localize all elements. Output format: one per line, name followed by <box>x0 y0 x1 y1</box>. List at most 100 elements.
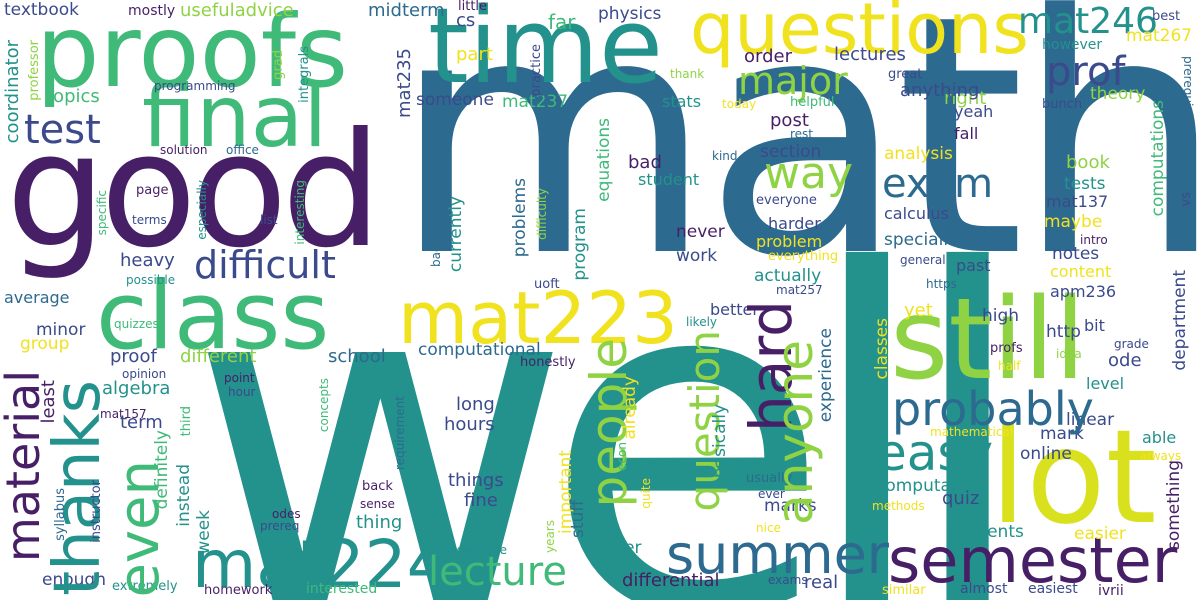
word-today: today <box>722 97 757 111</box>
word-well: well <box>188 173 1033 600</box>
word-easiest: easiest <box>1028 581 1078 597</box>
word-integrals: integrals <box>297 46 312 103</box>
word-kind: kind <box>712 149 738 163</box>
word-concepts: concepts <box>317 378 331 433</box>
word-specialist: specialist <box>884 230 964 250</box>
word-part: part <box>456 44 493 65</box>
word-mostly: mostly <box>128 3 176 19</box>
word-grad: grad <box>271 50 286 80</box>
word-especially: especially <box>195 180 209 240</box>
word-usually: usually <box>746 471 793 486</box>
word-level: level <box>1086 374 1125 393</box>
word-equations: equations <box>594 118 614 202</box>
word-ever: ever <box>758 487 785 501</box>
word-time: time <box>428 0 663 107</box>
word-professor: professor <box>27 40 42 101</box>
word-physics: physics <box>598 4 662 24</box>
word-http: http <box>1046 322 1081 342</box>
word-possible: possible <box>126 273 176 287</box>
word-homework: homework <box>204 583 273 598</box>
word-least: least <box>38 380 59 424</box>
word-anything: anything <box>900 80 980 101</box>
word-sense: sense <box>360 497 395 511</box>
word-computation: computation <box>876 476 984 496</box>
word-hour: hour <box>228 385 256 399</box>
word-best: best <box>1152 9 1181 24</box>
word-page: page <box>136 183 169 198</box>
word-better: better <box>710 300 759 319</box>
word-mat137: mat137 <box>1046 192 1109 211</box>
word-long: long <box>456 394 495 415</box>
word-mat235: mat235 <box>394 48 415 118</box>
word-yet: yet <box>904 300 933 321</box>
word-mark: mark <box>1040 424 1084 444</box>
word-fine: fine <box>464 490 498 511</box>
word-students: students <box>950 522 1024 542</box>
word-far: far <box>548 10 576 34</box>
word-interested: interested <box>306 581 378 597</box>
word-methods: methods <box>872 499 925 513</box>
word-definitely: definitely <box>152 430 172 510</box>
word-lot: lot <box>990 401 1157 553</box>
word-great: great <box>888 67 923 82</box>
word-lectures: lectures <box>834 44 906 65</box>
word-already: already <box>620 376 640 440</box>
word-yeah: yeah <box>954 102 994 121</box>
word-prereq: prereq <box>260 519 300 533</box>
word-extremely: extremely <box>112 579 178 594</box>
word-problem: problem <box>756 232 823 251</box>
word-semester: semester <box>888 524 1178 597</box>
word-thing: thing <box>356 512 403 533</box>
word-https: https <box>926 277 957 291</box>
word-solution: solution <box>160 143 208 157</box>
word-hours: hours <box>444 414 495 435</box>
word-specific: specific <box>95 190 109 236</box>
word-classes: classes <box>872 318 892 380</box>
word-questions: questions <box>690 0 1029 70</box>
word-algebra: algebra <box>102 378 171 399</box>
word-different: different <box>180 346 257 367</box>
word-back: back <box>362 479 393 494</box>
word-mathematical: mathematical <box>930 425 1014 439</box>
word-never: never <box>676 222 725 242</box>
word-anyone: anyone <box>766 340 824 525</box>
word-instead: instead <box>174 464 194 527</box>
word-exam: exam <box>882 161 994 207</box>
word-prof: prof <box>1046 49 1126 95</box>
word-maybe: maybe <box>1044 212 1103 232</box>
word-enough: enough <box>42 570 106 590</box>
word-final: final <box>142 67 328 167</box>
word-nice: nice <box>756 521 781 535</box>
word-midterm: midterm <box>368 0 445 21</box>
word-right: right <box>944 88 987 109</box>
word-lecture: lecture <box>428 549 567 595</box>
word-good: good <box>6 99 382 283</box>
word-content: content <box>1050 262 1112 281</box>
word-proof: proof <box>110 346 157 367</box>
word-thank: thank <box>670 67 705 81</box>
word-week: week <box>194 510 214 555</box>
word-helpful: helpful <box>790 95 835 110</box>
word-online: online <box>1020 444 1072 464</box>
word-term: term <box>120 412 163 433</box>
word-almost: almost <box>960 581 1008 597</box>
word-real: real <box>804 572 839 593</box>
word-currently: currently <box>446 196 466 273</box>
word-things: things <box>448 470 504 491</box>
word-differential: differential <box>622 570 720 591</box>
word-experience: experience <box>816 328 836 423</box>
word-heavy: heavy <box>120 250 175 271</box>
word-point: point <box>224 371 255 385</box>
word-third: third <box>179 406 194 437</box>
word-student: student <box>638 170 700 189</box>
word-programming: programming <box>154 79 236 93</box>
word-able: able <box>1142 428 1177 447</box>
word-odes: odes <box>272 507 301 521</box>
word-group: group <box>20 334 70 354</box>
word-coordinator: coordinator <box>2 40 23 144</box>
word-analysis: analysis <box>884 144 953 164</box>
word-stuff: stuff <box>568 500 588 539</box>
word-practice: practice <box>529 44 544 97</box>
word-proofs: proofs <box>36 0 349 110</box>
word-bad: bad <box>628 152 662 173</box>
